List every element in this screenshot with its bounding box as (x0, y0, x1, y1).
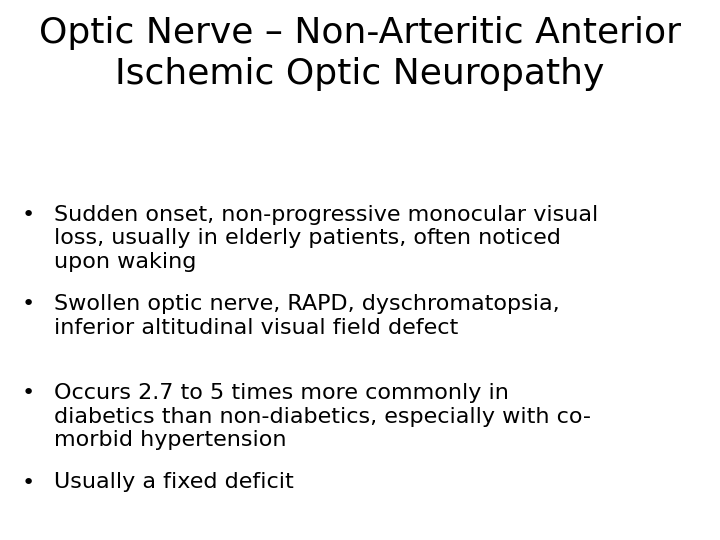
Text: •: • (22, 205, 35, 225)
Text: Swollen optic nerve, RAPD, dyschromatopsia,
inferior altitudinal visual field de: Swollen optic nerve, RAPD, dyschromatops… (54, 294, 559, 338)
Text: Optic Nerve – Non-Arteritic Anterior
Ischemic Optic Neuropathy: Optic Nerve – Non-Arteritic Anterior Isc… (39, 16, 681, 91)
Text: Usually a fixed deficit: Usually a fixed deficit (54, 472, 294, 492)
Text: Occurs 2.7 to 5 times more commonly in
diabetics than non-diabetics, especially : Occurs 2.7 to 5 times more commonly in d… (54, 383, 591, 450)
Text: •: • (22, 472, 35, 492)
Text: •: • (22, 383, 35, 403)
Text: •: • (22, 294, 35, 314)
Text: Sudden onset, non-progressive monocular visual
loss, usually in elderly patients: Sudden onset, non-progressive monocular … (54, 205, 598, 272)
